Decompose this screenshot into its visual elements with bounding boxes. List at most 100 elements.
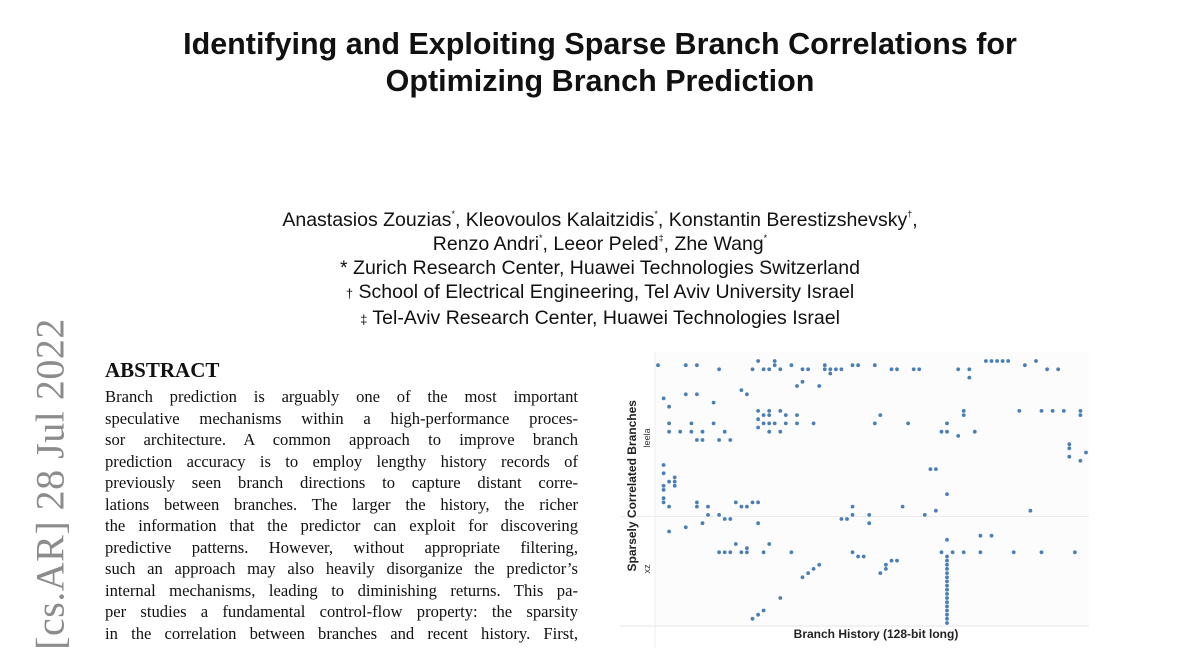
- data-point: [878, 413, 883, 417]
- author-affiliation-mark: *: [451, 209, 455, 219]
- data-point: [783, 413, 788, 417]
- data-point: [1045, 367, 1049, 372]
- data-point: [939, 550, 944, 555]
- data-point: [945, 562, 949, 567]
- data-point: [733, 542, 738, 546]
- abstract-line: sor architecture. A common approach to i…: [105, 430, 578, 449]
- data-point: [839, 367, 844, 372]
- data-point: [700, 438, 705, 442]
- data-point: [789, 363, 794, 368]
- data-point: [717, 513, 721, 517]
- data-point: [934, 508, 938, 513]
- data-point: [856, 554, 860, 559]
- data-point: [850, 513, 855, 517]
- data-point: [1061, 409, 1066, 413]
- data-point: [961, 409, 966, 413]
- data-point: [700, 521, 705, 526]
- data-point: [850, 550, 855, 555]
- data-point: [800, 367, 805, 372]
- data-point: [945, 429, 949, 434]
- data-point: [989, 533, 994, 538]
- data-point: [934, 467, 938, 471]
- data-point: [750, 367, 755, 372]
- data-point: [956, 434, 961, 438]
- data-point: [1078, 458, 1083, 463]
- y-tick-label: leela: [642, 428, 652, 447]
- abstract-line: lations between branches. The larger the…: [105, 494, 578, 514]
- data-point: [711, 400, 716, 405]
- abstract-line: such an approach may also heavily disorg…: [105, 559, 578, 578]
- data-point: [778, 409, 783, 413]
- data-point: [1028, 508, 1033, 513]
- author-name: Leeor Peled: [553, 233, 659, 255]
- data-point: [945, 558, 949, 563]
- data-point: [767, 367, 772, 372]
- data-point: [789, 550, 794, 555]
- data-point: [945, 492, 949, 496]
- data-point: [1067, 446, 1072, 451]
- data-point: [989, 359, 994, 363]
- data-point: [1078, 409, 1083, 413]
- abstract-line: the information that the predictor can e…: [105, 516, 578, 535]
- data-point: [1011, 550, 1016, 555]
- author-name: Konstantin Berestizshevsky: [668, 209, 908, 231]
- data-point: [667, 429, 671, 434]
- data-point: [828, 367, 833, 372]
- data-point: [767, 413, 772, 417]
- data-point: [972, 429, 977, 434]
- data-point: [728, 517, 733, 521]
- data-point: [900, 504, 905, 509]
- data-point: [728, 550, 733, 555]
- data-point: [850, 363, 855, 368]
- data-point: [795, 413, 799, 417]
- affiliation-mark: *: [340, 257, 348, 279]
- title-line-2: Optimizing Branch Prediction: [385, 64, 815, 98]
- title-line-1: Identifying and Exploiting Sparse Branch…: [183, 27, 1017, 61]
- data-point: [778, 596, 783, 600]
- data-point: [706, 504, 710, 509]
- data-point: [861, 554, 866, 559]
- data-point: [978, 550, 983, 555]
- data-point: [656, 363, 660, 368]
- data-point: [822, 367, 827, 372]
- data-point: [767, 421, 772, 426]
- data-point: [895, 367, 899, 372]
- data-point: [945, 604, 949, 609]
- author-name: Renzo Andri: [432, 233, 540, 255]
- data-point: [945, 554, 949, 559]
- data-point: [661, 496, 666, 501]
- data-point: [884, 562, 888, 567]
- data-point: [945, 583, 949, 588]
- affiliation-line: ‡ Tel-Aviv Research Center, Huawei Techn…: [0, 306, 1200, 332]
- data-point: [811, 567, 816, 571]
- data-point: [756, 521, 760, 526]
- authors-line-2: Renzo Andri*, Leeor Peled‡, Zhe Wang*: [0, 232, 1200, 256]
- data-point: [961, 550, 966, 555]
- data-point: [1067, 454, 1072, 459]
- data-point: [945, 592, 949, 596]
- abstract-body: Branch prediction is arguably one of the…: [105, 386, 578, 644]
- data-point: [667, 404, 671, 409]
- data-point: [767, 409, 772, 413]
- arxiv-stamp: [cs.AR] 28 Jul 2022: [27, 318, 73, 650]
- author-separator: ,: [454, 209, 466, 231]
- data-point: [945, 571, 949, 575]
- data-point: [945, 600, 949, 605]
- data-point: [1039, 409, 1044, 413]
- data-point: [661, 396, 666, 401]
- data-point: [750, 500, 755, 505]
- authors-line-1: Anastasios Zouzias*, Kleovoulos Kalaitzi…: [0, 208, 1200, 232]
- data-point: [945, 579, 949, 584]
- data-point: [911, 367, 916, 372]
- data-point: [1000, 359, 1005, 363]
- data-point: [661, 500, 666, 505]
- data-point: [756, 425, 760, 430]
- data-point: [745, 504, 749, 509]
- plot-area: [655, 352, 1089, 626]
- data-point: [761, 608, 766, 613]
- data-point: [661, 471, 666, 476]
- data-point: [772, 421, 777, 426]
- author-name: Anastasios Zouzias: [282, 209, 452, 231]
- data-point: [761, 421, 766, 426]
